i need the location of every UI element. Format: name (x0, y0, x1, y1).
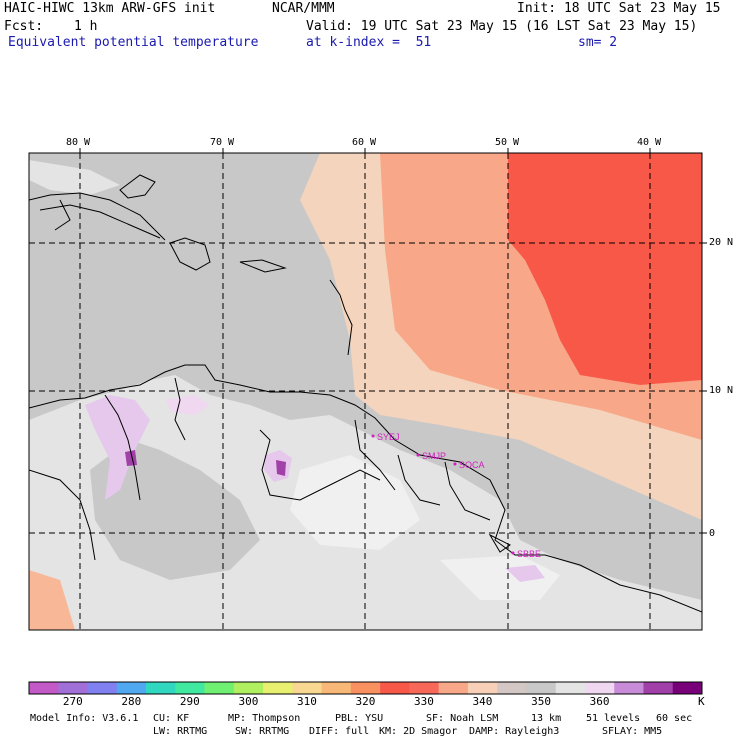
colorbar-swatch (438, 682, 469, 694)
station-sbbe: SBBE (517, 549, 541, 559)
station-smjp: SMJP (422, 451, 446, 461)
colorbar-swatch (409, 682, 439, 694)
valid-time: Valid: 19 UTC Sat 23 May 15 (16 LST Sat … (306, 19, 698, 34)
footer-sf: SF: Noah LSM (426, 713, 499, 724)
smoothing-info: sm= 2 (578, 35, 618, 50)
forecast-hour: 1 h (74, 19, 98, 34)
colorbar-swatch (526, 682, 556, 694)
colorbar-swatch (87, 682, 118, 694)
lon-label-80w: 80 W (66, 137, 91, 148)
footer-timestep: 60 sec (656, 713, 693, 724)
colorbar-tick-label: 270 (62, 695, 83, 708)
map-frame (28, 152, 703, 631)
organization: NCAR/MMM (272, 1, 335, 16)
colorbar-swatch (116, 682, 147, 694)
colorbar-tick-label: 280 (121, 695, 142, 708)
colorbar-swatch (233, 682, 264, 694)
colorbar-tick-label: 340 (472, 695, 493, 708)
lon-label-40w: 40 W (637, 137, 662, 148)
lon-label-60w: 60 W (352, 137, 377, 148)
colorbar-tick-label: 310 (297, 695, 317, 708)
footer-pbl: PBL: YSU (335, 713, 384, 724)
station-soca: SOCA (459, 460, 485, 470)
colorbar-swatch (614, 682, 644, 694)
lon-label-70w: 70 W (210, 137, 235, 148)
footer-resolution: 13 km (531, 713, 562, 724)
lat-label-10n: 10 N (709, 385, 734, 396)
forecast-label: Fcst: (4, 19, 44, 34)
lat-lon-grid (29, 153, 702, 630)
coastlines (29, 174, 702, 613)
colorbar-swatch (380, 682, 410, 694)
colorbar (29, 682, 703, 694)
footer-model-info: Model Info: V3.6.1 (30, 713, 139, 724)
colorbar-swatch (350, 682, 381, 694)
init-time: Init: 18 UTC Sat 23 May 15 (517, 1, 721, 16)
colorbar-swatch (584, 682, 615, 694)
footer-cu: CU: KF (153, 713, 190, 724)
station-markers (371, 434, 515, 555)
footer-lw: LW: RRTMG (153, 726, 208, 737)
colorbar-swatch (292, 682, 322, 694)
colorbar-swatch (555, 682, 586, 694)
footer-diff: DIFF: full (309, 726, 370, 737)
lat-label-20n: 20 N (709, 237, 734, 248)
colorbar-swatch (204, 682, 235, 694)
colorbar-swatch (146, 682, 176, 694)
colorbar-swatch (497, 682, 527, 694)
footer-damp: DAMP: Rayleigh3 (469, 726, 560, 737)
footer-sflay: SFLAY: MM5 (602, 726, 663, 737)
axis-ticks (79, 148, 707, 534)
footer-levels: 51 levels (586, 713, 641, 724)
colorbar-swatch (58, 682, 88, 694)
colorbar-swatch (321, 682, 352, 694)
lon-label-50w: 50 W (495, 137, 520, 148)
colorbar-tick-label: 330 (414, 695, 434, 708)
field-name: Equivalent potential temperature (8, 35, 259, 50)
colorbar-swatch (263, 682, 293, 694)
colorbar-swatch (643, 682, 674, 694)
colorbar-tick-label: 320 (355, 695, 376, 708)
station-labels: SYEJ SMJP SOCA SBBE (377, 432, 541, 559)
colorbar-swatch (672, 682, 703, 694)
colorbar-unit: K (698, 695, 705, 708)
footer-mp: MP: Thompson (228, 713, 301, 724)
colorbar-tick-label: 360 (589, 695, 610, 708)
model-title: HAIC-HIWC 13km ARW-GFS init (4, 1, 216, 16)
colorbar-tick-label: 290 (179, 695, 200, 708)
lat-label-0: 0 (709, 528, 716, 539)
level-info: at k-index = 51 (306, 35, 432, 50)
footer-km: KM: 2D Smagor (379, 726, 458, 737)
colorbar-swatch (175, 682, 205, 694)
colorbar-frame (28, 681, 703, 695)
colorbar-tick-label: 350 (531, 695, 551, 708)
station-syej: SYEJ (377, 432, 400, 442)
colorbar-swatch (29, 682, 59, 694)
colorbar-tick-label: 300 (238, 695, 259, 708)
colorbar-swatch (467, 682, 498, 694)
footer-sw: SW: RRTMG (235, 726, 290, 737)
